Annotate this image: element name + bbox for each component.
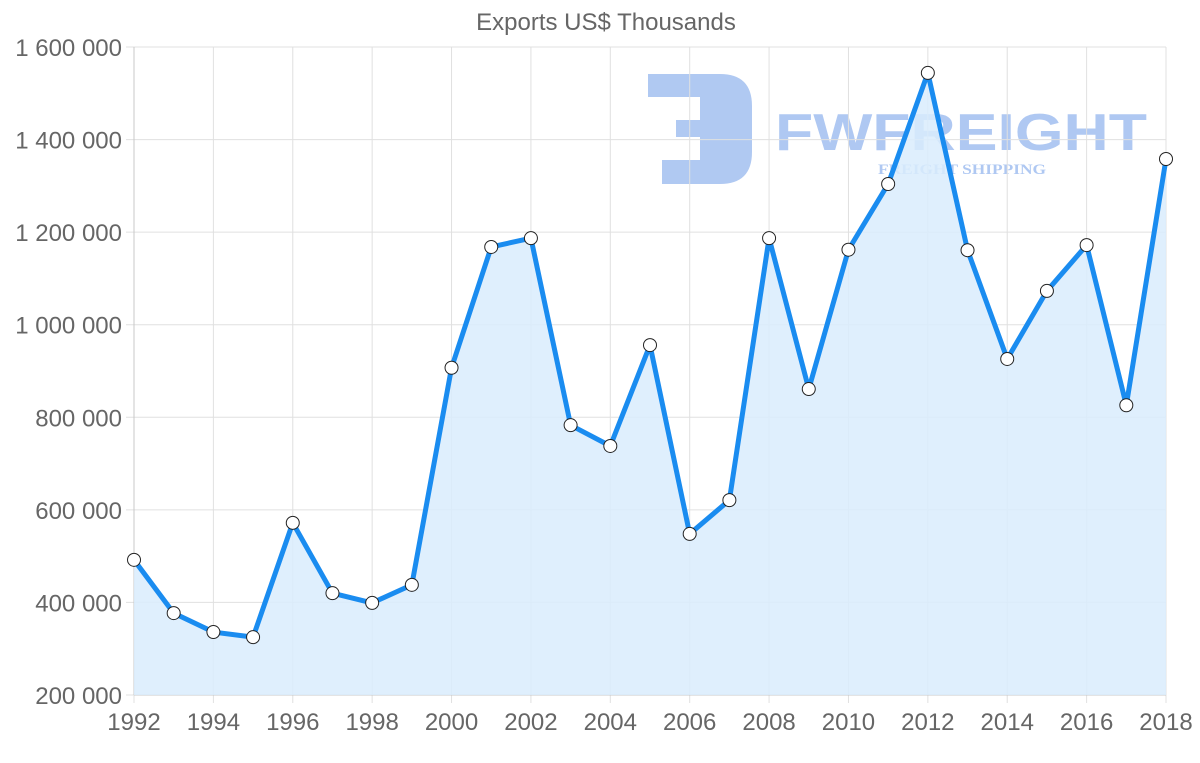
data-point-1998[interactable] [365, 595, 380, 610]
y-tick-label: 400 000 [35, 590, 122, 617]
x-tick-label: 2004 [584, 709, 637, 736]
x-tick-label: 2002 [504, 709, 557, 736]
watermark-brand: FWFREIGHT [775, 104, 1147, 162]
data-point-2016[interactable] [1079, 238, 1094, 253]
data-point-2014[interactable] [1000, 351, 1015, 366]
data-point-2002[interactable] [523, 231, 538, 246]
data-point-2018[interactable] [1159, 152, 1173, 167]
x-tick-label: 2014 [981, 709, 1034, 736]
x-tick-label: 2018 [1139, 709, 1192, 736]
y-tick-label: 200 000 [35, 683, 122, 710]
data-point-markers [127, 65, 1173, 645]
y-tick-label: 1 600 000 [15, 35, 122, 62]
data-point-1997[interactable] [325, 586, 340, 601]
x-tick-label: 2010 [822, 709, 875, 736]
data-point-2007[interactable] [722, 493, 737, 508]
data-point-2006[interactable] [682, 526, 697, 541]
x-tick-label: 1996 [266, 709, 319, 736]
data-point-1999[interactable] [404, 577, 419, 592]
y-tick-label: 1 000 000 [15, 313, 122, 340]
y-tick-label: 800 000 [35, 405, 122, 432]
data-point-2003[interactable] [563, 418, 578, 433]
x-axis: 1992 1994 1996 1998 2000 2002 2004 2006 2008 2010… [107, 709, 1192, 736]
y-tick-label: 1 200 000 [15, 220, 122, 247]
area-fill [134, 72, 1166, 696]
data-point-2010[interactable] [841, 242, 856, 257]
x-tick-label: 2008 [742, 709, 795, 736]
data-point-2000[interactable] [444, 360, 459, 375]
fwfreight-logo-icon [648, 74, 752, 184]
data-point-2004[interactable] [603, 438, 618, 453]
y-tick-label: 1 400 000 [15, 128, 122, 155]
data-point-2012[interactable] [920, 65, 935, 80]
data-point-2005[interactable] [643, 338, 657, 353]
y-axis: 200 000 400 000 600 000 800 000 1 000 000 1 2… [15, 35, 122, 710]
data-point-2011[interactable] [881, 177, 896, 192]
data-point-1996[interactable] [285, 515, 300, 530]
data-point-2013[interactable] [960, 243, 975, 258]
y-tick-label: 600 000 [35, 498, 122, 525]
data-point-2009[interactable] [801, 382, 816, 397]
data-point-1994[interactable] [206, 625, 221, 640]
data-point-1992[interactable] [127, 552, 141, 567]
x-tick-label: 2006 [663, 709, 716, 736]
x-tick-label: 1994 [187, 709, 240, 736]
x-tick-label: 2016 [1060, 709, 1113, 736]
x-tick-label: 1992 [107, 709, 160, 736]
data-point-2015[interactable] [1039, 283, 1054, 298]
data-point-1993[interactable] [166, 606, 181, 621]
data-point-1995[interactable] [246, 630, 261, 645]
data-point-2008[interactable] [762, 231, 777, 246]
chart-title: Exports US$ Thousands [476, 9, 736, 36]
x-tick-label: 2012 [901, 709, 954, 736]
x-tick-label: 1998 [345, 709, 398, 736]
data-point-2017[interactable] [1119, 398, 1134, 413]
data-point-2001[interactable] [484, 239, 499, 254]
x-tick-label: 2000 [425, 709, 478, 736]
